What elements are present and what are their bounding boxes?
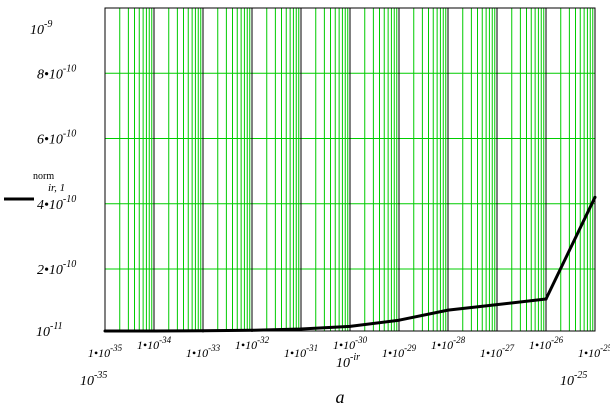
major-gridlines <box>153 8 547 331</box>
x-tick-label: 1•10-28 <box>431 335 466 352</box>
y-max-label: 10-9 <box>30 19 52 38</box>
data-points <box>103 195 597 333</box>
data-point <box>397 318 401 322</box>
data-point <box>495 303 499 307</box>
plot-frame <box>104 7 596 332</box>
x-tick-label: 1•10-30 <box>333 335 368 352</box>
x-tick-label: 1•10-33 <box>186 343 221 360</box>
data-point <box>103 329 107 333</box>
y-series-label-sub: ir, 1 <box>48 182 65 194</box>
x-tick-label: 1•10-31 <box>284 343 318 360</box>
y-tick-labels: 2•10-10 4•10-10 6•10-10 8•10-10 <box>37 63 76 278</box>
y-tick-label: 2•10-10 <box>37 259 76 278</box>
x-min-label: 10-35 <box>80 370 107 389</box>
data-point <box>299 327 303 331</box>
data-point <box>152 329 156 333</box>
data-point <box>593 195 597 199</box>
data-point <box>201 329 205 333</box>
data-point <box>250 328 254 332</box>
x-max-label: 10-25 <box>560 370 587 389</box>
x-tick-label: 1•10-26 <box>529 335 564 352</box>
x-tick-labels: 1•10-35 1•10-34 1•10-33 1•10-32 1•10-31 1•10-… <box>88 335 610 360</box>
y-min-label: 10-11 <box>36 321 63 340</box>
y-tick-label: 6•10-10 <box>37 129 76 148</box>
y-tick-label: 8•10-10 <box>37 63 76 82</box>
y-series-label-top: norm <box>33 171 54 182</box>
x-tick-label: 1•10-25 <box>578 343 610 360</box>
caption: a <box>336 387 345 407</box>
x-tick-label: 1•10-35 <box>88 343 123 360</box>
x-tick-label: 1•10-32 <box>235 335 270 352</box>
y-tick-label: 4•10-10 <box>37 194 76 213</box>
data-point <box>544 297 548 301</box>
x-tick-label: 1•10-27 <box>480 343 515 360</box>
x-tick-label: 1•10-34 <box>137 335 172 352</box>
x-tick-label: 1•10-29 <box>382 343 417 360</box>
data-point <box>348 324 352 328</box>
x-var-label: 10-ir <box>336 352 360 371</box>
data-point <box>446 308 450 312</box>
